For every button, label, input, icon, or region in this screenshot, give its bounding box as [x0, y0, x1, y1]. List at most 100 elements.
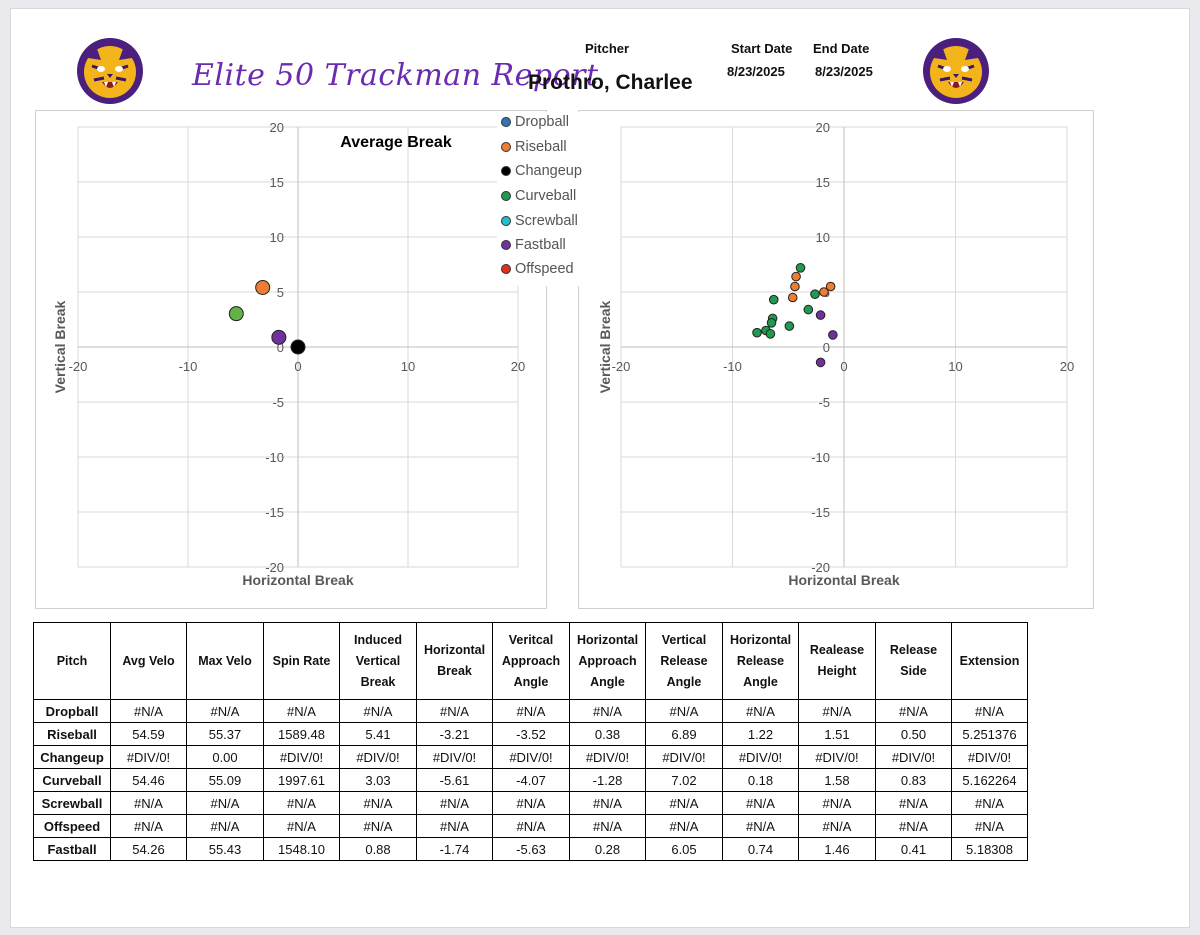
table-cell: 0.00	[186, 745, 264, 769]
table-cell: 1.22	[722, 722, 799, 746]
table-cell: #N/A	[951, 814, 1028, 838]
point-riseball	[825, 281, 836, 292]
y-tick-label: -10	[811, 450, 830, 465]
point-changeup	[290, 339, 306, 355]
table-cell: #N/A	[569, 699, 646, 723]
x-tick-label: -20	[69, 359, 88, 374]
legend-item-offspeed: Offspeed	[501, 261, 574, 277]
table-cell: #N/A	[798, 791, 876, 815]
x-axis-title: Horizontal Break	[242, 572, 353, 588]
y-tick-label: 0	[823, 340, 830, 355]
point-curveball	[795, 263, 806, 273]
table-cell: #N/A	[186, 791, 264, 815]
table-cell: #N/A	[798, 814, 876, 838]
pitch-name-cell: Riseball	[33, 722, 111, 746]
fastball-swatch-icon	[501, 240, 511, 251]
point-curveball	[752, 327, 762, 338]
y-tick-label: 20	[270, 120, 284, 135]
table-cell: 55.43	[186, 837, 264, 861]
pitch-name-cell: Dropball	[33, 699, 111, 723]
table-cell: #N/A	[492, 699, 570, 723]
point-curveball	[810, 289, 820, 299]
legend-item-screwball: Screwball	[501, 213, 578, 229]
column-header: Extension	[951, 622, 1028, 700]
screwball-swatch-icon	[501, 216, 511, 227]
x-tick-label: 20	[1060, 359, 1074, 374]
table-cell: 6.89	[645, 722, 723, 746]
table-cell: #N/A	[110, 699, 187, 723]
table-cell: 0.18	[722, 768, 799, 792]
point-riseball	[255, 279, 271, 295]
end-date-value: 8/23/2025	[815, 64, 873, 79]
point-riseball	[790, 281, 800, 292]
column-header: Avg Velo	[110, 622, 187, 700]
point-riseball	[819, 287, 829, 297]
table-cell: #N/A	[339, 814, 417, 838]
tiger-logo-right-icon	[923, 38, 989, 104]
y-tick-label: 0	[277, 340, 284, 355]
table-cell: 55.09	[186, 768, 264, 792]
column-header: Pitch	[33, 622, 111, 700]
point-fastball	[271, 329, 287, 345]
y-tick-label: 20	[816, 120, 830, 135]
chart-legend: Dropball Riseball Changeup Curveball Scr…	[497, 112, 593, 286]
table-cell: #DIV/0!	[722, 745, 799, 769]
riseball-swatch-icon	[501, 142, 511, 153]
table-cell: #DIV/0!	[263, 745, 340, 769]
start-date-label: Start Date	[731, 41, 793, 56]
table-cell: #N/A	[263, 791, 340, 815]
x-tick-label: 10	[948, 359, 962, 374]
table-row: Changeup #DIV/0! 0.00 #DIV/0! #DIV/0! #DIV/0!…	[33, 745, 1028, 769]
table-body: Dropball #N/A #N/A #N/A #N/A #N/A #N/A #N/A #N/A…	[33, 699, 1028, 861]
pitcher-name: Prothro, Charlee	[528, 71, 693, 94]
table-cell: -1.74	[416, 837, 493, 861]
y-tick-label: 10	[270, 230, 284, 245]
chart-title: Average Break	[340, 134, 452, 151]
table-cell: #DIV/0!	[339, 745, 417, 769]
table-cell: #N/A	[645, 791, 723, 815]
table-cell: 5.251376	[951, 722, 1028, 746]
point-curveball	[803, 304, 814, 315]
table-cell: #N/A	[875, 814, 952, 838]
point-fastball	[815, 357, 826, 368]
table-cell: 55.37	[186, 722, 264, 746]
table-cell: 0.88	[339, 837, 417, 861]
table-cell: 1997.61	[263, 768, 340, 792]
column-header: Horizontal Release Angle	[722, 622, 799, 700]
table-cell: #N/A	[416, 814, 493, 838]
point-riseball	[787, 292, 798, 303]
table-cell: #DIV/0!	[951, 745, 1028, 769]
start-date-value: 8/23/2025	[727, 64, 785, 79]
pitch-stats-table: Pitch Avg Velo Max Velo Spin Rate Induced Ve…	[33, 622, 1028, 861]
table-cell: #N/A	[798, 699, 876, 723]
average-break-chart: -20 -10 0 10 20 20 15 10 5 0 -5 -10 -15 -20 Average Br…	[52, 120, 525, 588]
x-tick-label: 0	[840, 359, 847, 374]
table-row: Curveball 54.46 55.09 1997.61 3.03 -5.61 -4.07…	[33, 768, 1028, 792]
table-cell: #N/A	[569, 814, 646, 838]
pitcher-label: Pitcher	[585, 41, 630, 56]
table-row: Screwball #N/A #N/A #N/A #N/A #N/A #N/A #N/A #N/…	[33, 791, 1028, 815]
table-cell: #N/A	[416, 791, 493, 815]
point-fastball	[815, 310, 826, 320]
table-cell: #N/A	[492, 814, 570, 838]
y-tick-label: 5	[277, 285, 284, 300]
pitch-name-cell: Curveball	[33, 768, 111, 792]
table-cell: #N/A	[416, 699, 493, 723]
table-cell: #N/A	[722, 699, 799, 723]
table-cell: #DIV/0!	[569, 745, 646, 769]
table-cell: 1548.10	[263, 837, 340, 861]
table-cell: 54.59	[110, 722, 187, 746]
y-tick-label: 15	[816, 175, 830, 190]
x-tick-label: -20	[612, 359, 631, 374]
legend-item-changeup: Changeup	[501, 163, 582, 179]
table-cell: -3.21	[416, 722, 493, 746]
table-cell: -3.52	[492, 722, 570, 746]
changeup-swatch-icon	[501, 166, 511, 177]
table-cell: 54.26	[110, 837, 187, 861]
point-curveball	[228, 306, 244, 322]
table-cell: #N/A	[110, 791, 187, 815]
offspeed-swatch-icon	[501, 264, 511, 275]
y-tick-label: 15	[270, 175, 284, 190]
table-cell: 6.05	[645, 837, 723, 861]
x-tick-label: 0	[294, 359, 301, 374]
